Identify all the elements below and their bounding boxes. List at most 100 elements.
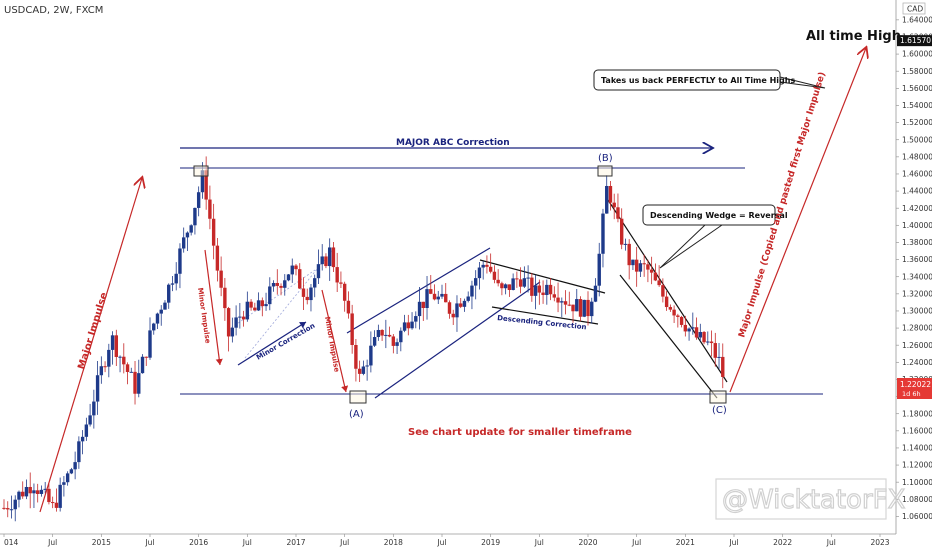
candle-body xyxy=(32,490,36,494)
candle-body xyxy=(47,488,51,503)
candle-body xyxy=(582,299,586,317)
candle-body xyxy=(324,256,328,267)
candle-body xyxy=(399,330,403,343)
candle-body xyxy=(271,282,276,287)
candle-body xyxy=(616,207,620,219)
candle-body xyxy=(144,356,148,358)
candle-body xyxy=(459,303,463,307)
patterns xyxy=(227,199,728,399)
candle-body xyxy=(69,469,74,474)
candle-body xyxy=(118,356,122,358)
candle-body xyxy=(290,265,294,275)
candle-body xyxy=(148,330,152,358)
y-tick-label: 1.50000 xyxy=(902,135,932,144)
y-tick-label: 1.56000 xyxy=(902,84,932,93)
candle-body xyxy=(268,286,272,305)
candle-body xyxy=(122,356,126,365)
candle-body xyxy=(447,302,452,314)
candle-body xyxy=(155,313,160,324)
candle-body xyxy=(21,491,25,497)
x-tick-label: 2015 xyxy=(92,538,111,547)
callout-takes-back: Takes us back PERFECTLY to All Time High… xyxy=(593,69,826,91)
x-tick-label: Jul xyxy=(144,538,154,547)
candle-body xyxy=(496,279,500,284)
x-tick-label: 2021 xyxy=(676,538,695,547)
candle-body xyxy=(137,373,141,394)
candle-body xyxy=(605,185,609,214)
top-price-tag-text: 1.61570 xyxy=(900,36,931,45)
candle-body xyxy=(28,486,32,494)
all-time-high-label: All time High xyxy=(806,29,901,44)
candle-body xyxy=(642,263,646,265)
candle-body xyxy=(264,304,268,307)
candle-body xyxy=(361,366,366,374)
candle-body xyxy=(578,299,583,317)
candle-body xyxy=(511,278,515,290)
candle-body xyxy=(477,267,482,279)
candle-body xyxy=(159,309,163,314)
candle-body xyxy=(676,315,680,317)
y-tick-label: 1.42000 xyxy=(902,204,932,213)
candle-body xyxy=(646,264,650,270)
y-tick-label: 1.40000 xyxy=(902,221,932,230)
candle-body xyxy=(451,313,455,318)
x-tick-label: 2020 xyxy=(578,538,597,547)
candle-body xyxy=(279,285,283,288)
candle-body xyxy=(668,307,673,310)
candle-body xyxy=(470,285,474,297)
y-tick-label: 1.58000 xyxy=(902,67,932,76)
candle-body xyxy=(530,277,534,296)
candle-body xyxy=(444,293,448,303)
x-tick-label: Jul xyxy=(631,538,641,547)
candle-body xyxy=(485,264,489,267)
candle-body xyxy=(54,502,59,508)
candle-body xyxy=(238,316,242,318)
y-tick-label: 1.60000 xyxy=(902,50,932,59)
candle-body xyxy=(208,199,212,219)
candle-body xyxy=(219,270,223,288)
x-tick-label: 2023 xyxy=(870,538,889,547)
minor-impulse-arrow-2 xyxy=(321,289,349,393)
candle-body xyxy=(298,269,302,289)
x-tick-label: 2019 xyxy=(481,538,500,547)
y-tick-label: 1.06000 xyxy=(902,512,932,521)
candle-body xyxy=(196,192,201,208)
candle-body xyxy=(597,253,601,286)
candle-body xyxy=(376,329,381,338)
x-tick-label: 2017 xyxy=(286,538,305,547)
candle-body xyxy=(316,264,321,279)
candle-body xyxy=(526,277,530,279)
candle-body xyxy=(129,371,133,373)
y-tick-label: 1.30000 xyxy=(902,307,932,316)
box-top-left xyxy=(193,165,209,177)
candle-body xyxy=(406,322,411,329)
candle-body xyxy=(533,285,538,296)
candlestick-series xyxy=(2,156,725,522)
candle-body xyxy=(612,202,616,208)
candle-body xyxy=(500,283,504,289)
candle-body xyxy=(103,366,107,368)
candle-body xyxy=(331,247,336,268)
candle-body xyxy=(125,364,130,372)
candle-body xyxy=(163,302,167,310)
candle-body xyxy=(167,284,171,303)
candle-body xyxy=(230,327,235,337)
candle-body xyxy=(313,278,317,288)
x-axis-ticks: 014 Jul 2015 Jul 2016 Jul 2017 Jul 2018 Jul 2019 Ju… xyxy=(3,534,890,547)
candle-body xyxy=(421,301,425,308)
candle-body xyxy=(13,499,17,510)
candle-body xyxy=(99,366,104,376)
symbol-label[interactable]: USDCAD, 2W, FXCM xyxy=(4,5,103,16)
candle-body xyxy=(305,296,309,301)
callout-takes-back-text: Takes us back PERFECTLY to All Time High… xyxy=(601,76,795,85)
candle-body xyxy=(402,322,407,331)
candle-body xyxy=(185,232,190,238)
currency-badge[interactable] xyxy=(902,2,926,15)
current-price-tag-text: 1.22022 xyxy=(900,380,931,389)
candle-body xyxy=(537,285,542,293)
callout-wedge-text: Descending Wedge = Reversal xyxy=(650,211,788,220)
candle-body xyxy=(77,441,81,463)
candle-body xyxy=(417,301,422,317)
x-tick-label: Jul xyxy=(242,538,252,547)
